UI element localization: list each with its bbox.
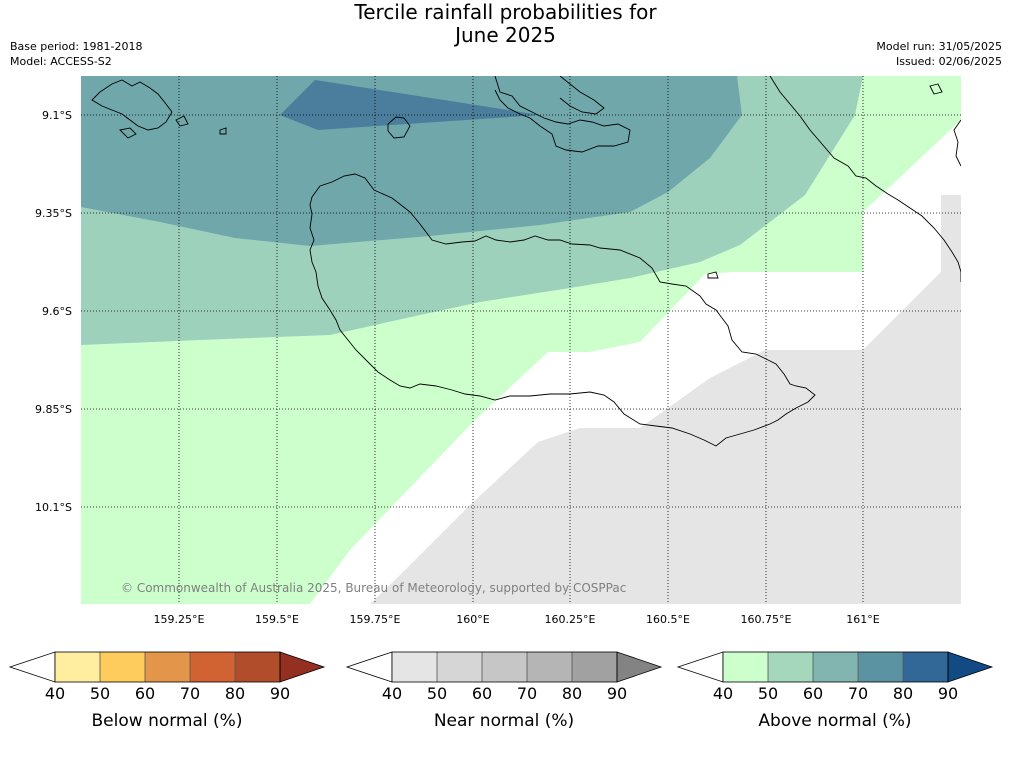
graticule xyxy=(81,76,961,604)
model-run-text: Model run: 31/05/2025 xyxy=(876,40,1002,53)
colorbar-tick: 50 xyxy=(90,684,110,703)
malaita-islet-coastline xyxy=(929,83,943,95)
lat-label: 9.6°S xyxy=(42,305,72,318)
colorbar-tick: 50 xyxy=(758,684,778,703)
issued-text: Issued: 02/06/2025 xyxy=(895,55,1002,68)
malaita-east-coastline xyxy=(953,119,961,167)
colorbar-min-extension xyxy=(676,651,724,683)
lon-label: 160.75°E xyxy=(741,613,792,626)
colorbar-tick: 40 xyxy=(382,684,402,703)
lon-label: 159.25°E xyxy=(154,613,205,626)
lon-label: 159.5°E xyxy=(255,613,299,626)
colorbar-tick: 50 xyxy=(427,684,447,703)
colorbar-title: Near normal (%) xyxy=(434,711,574,731)
colorbar-cell xyxy=(482,652,527,682)
colorbar-cell xyxy=(813,652,858,682)
colorbar-cell xyxy=(392,652,437,682)
guadalcanal-coastline xyxy=(309,173,816,447)
colorbar-cell xyxy=(190,652,235,682)
colorbar-tick: 70 xyxy=(180,684,200,703)
probability-fields xyxy=(81,76,961,604)
near-normal-50-60-area xyxy=(370,195,961,604)
colorbar-max-extension xyxy=(947,651,994,683)
nggela-islands-coastline xyxy=(494,76,631,153)
above-normal-60-70-area xyxy=(81,76,742,246)
colorbar-tick: 80 xyxy=(562,684,582,703)
lon-label: 160.5°E xyxy=(646,613,690,626)
colorbar-title: Below normal (%) xyxy=(92,711,243,731)
coastlines xyxy=(91,76,961,447)
colorbar-cell xyxy=(100,652,145,682)
colorbar-below-normal: 40 50 60 70 80 90 Below normal (%) xyxy=(8,651,326,731)
lon-label: 161°E xyxy=(846,613,879,626)
colorbar-tick: 70 xyxy=(517,684,537,703)
colorbar-cell xyxy=(145,652,190,682)
savo-island-coastline xyxy=(387,116,411,139)
colorbar-cell xyxy=(55,652,100,682)
colorbar-tick: 90 xyxy=(270,684,290,703)
colorbar-min-extension xyxy=(345,651,393,683)
colorbar-tick: 90 xyxy=(607,684,627,703)
russell-islands-coastline xyxy=(91,79,173,131)
lon-label: 159.75°E xyxy=(350,613,401,626)
copyright-notice: © Commonwealth of Australia 2025, Bureau… xyxy=(121,581,626,595)
colorbar-cell xyxy=(527,652,572,682)
lat-label: 9.85°S xyxy=(35,403,72,416)
colorbar-above-normal: 40 50 60 70 80 90 Above normal (%) xyxy=(676,651,994,731)
russell-islet-coastline xyxy=(119,127,137,139)
colorbar-tick: 40 xyxy=(45,684,65,703)
colorbar-cell xyxy=(437,652,482,682)
lat-label: 9.1°S xyxy=(42,109,72,122)
colorbar-max-extension xyxy=(616,651,663,683)
colorbar-tick: 80 xyxy=(893,684,913,703)
colorbar-cell xyxy=(723,652,768,682)
malaita-coastline xyxy=(769,76,961,282)
colorbar-cell xyxy=(858,652,903,682)
colorbar-tick: 80 xyxy=(225,684,245,703)
model-text: Model: ACCESS-S2 xyxy=(10,55,112,68)
colorbar-cell xyxy=(235,652,280,682)
nggela-north-coastline xyxy=(559,76,605,115)
colorbar-tick: 60 xyxy=(472,684,492,703)
colorbar-max-extension xyxy=(279,651,326,683)
russell-islet3-coastline xyxy=(219,127,227,135)
marau-islet-coastline xyxy=(707,271,719,279)
lon-label: 160°E xyxy=(456,613,489,626)
map-title-line1: Tercile rainfall probabilities for xyxy=(354,0,657,24)
colorbar-cell xyxy=(903,652,948,682)
colorbar-tick: 60 xyxy=(135,684,155,703)
lon-label: 160.25°E xyxy=(545,613,596,626)
colorbar-near-normal: 40 50 60 70 80 90 Near normal (%) xyxy=(345,651,663,731)
lat-label: 10.1°S xyxy=(35,501,72,514)
colorbar-title: Above normal (%) xyxy=(758,711,911,731)
above-normal-70-80-area xyxy=(280,80,540,130)
colorbar-tick: 90 xyxy=(938,684,958,703)
colorbar-tick: 70 xyxy=(848,684,868,703)
colorbar-cell xyxy=(572,652,617,682)
colorbar-cell xyxy=(768,652,813,682)
base-period-text: Base period: 1981-2018 xyxy=(10,40,143,53)
latitude-labels: 9.1°S 9.35°S 9.6°S 9.85°S 10.1°S xyxy=(35,109,72,514)
longitude-labels: 159.25°E 159.5°E 159.75°E 160°E 160.25°E… xyxy=(154,613,880,626)
colorbar-tick: 40 xyxy=(713,684,733,703)
colorbar-min-extension xyxy=(8,651,56,683)
map-title-line2: June 2025 xyxy=(455,23,556,47)
colorbar-tick: 60 xyxy=(803,684,823,703)
lat-label: 9.35°S xyxy=(35,207,72,220)
